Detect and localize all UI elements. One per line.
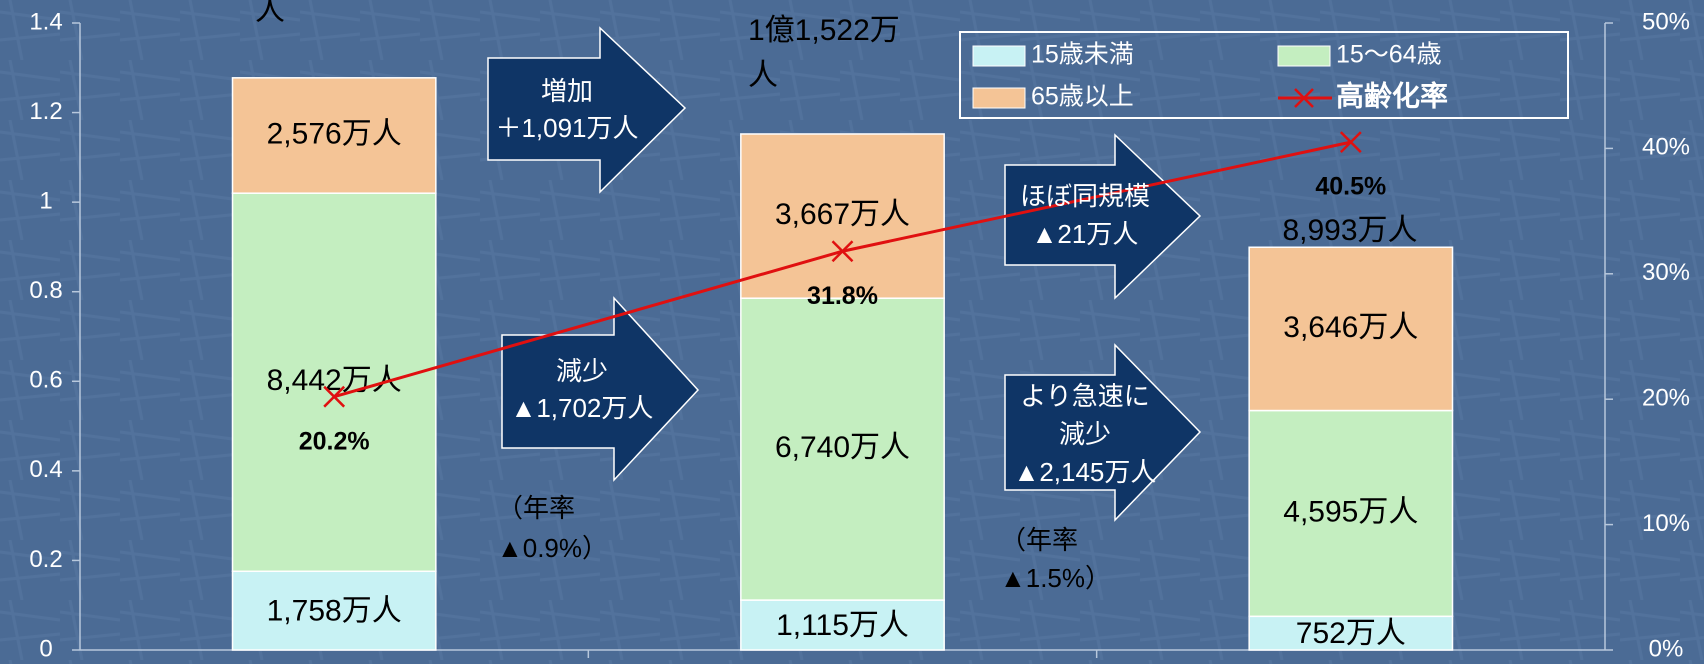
legend-label: 65歳以上: [1031, 83, 1134, 111]
rate-text: ▲0.9%）: [497, 533, 608, 563]
arrow-text: ▲1,702万人: [511, 393, 654, 423]
line-label: 40.5%: [1315, 173, 1386, 201]
y-tick-label: 1.2: [29, 98, 62, 125]
arrow-text: ほぼ同規模: [1020, 181, 1150, 211]
bar-segment: [231, 192, 437, 573]
y-tick-label: 1: [39, 187, 52, 214]
y2-tick-label: 0%: [1649, 635, 1684, 662]
bar-segment: [1248, 409, 1454, 618]
total-text: 1億1,522万: [748, 14, 900, 47]
data-label: 8,442万人: [267, 364, 402, 397]
y-tick-label: 0.6: [29, 367, 62, 394]
y2-tick-label: 10%: [1642, 510, 1690, 537]
marker: [1339, 131, 1362, 154]
rate-text: ▲1.5%）: [1000, 563, 1111, 593]
y2-tick-label: 40%: [1642, 134, 1690, 161]
y2-tick-label: 20%: [1642, 385, 1690, 412]
y-tick-label: 0.4: [29, 456, 62, 483]
data-label: 3,667万人: [775, 198, 910, 231]
legend-label: 15～64歳: [1336, 41, 1442, 69]
rate-text: （年率: [1000, 525, 1078, 555]
legend-label: 高齢化率: [1336, 79, 1448, 111]
marker: [323, 385, 346, 408]
arrow-text: より急速に: [1020, 381, 1149, 411]
total-text: 人: [255, 0, 285, 27]
data-label: 6,740万人: [775, 431, 910, 464]
data-label: 4,595万人: [1283, 495, 1418, 528]
line-label: 31.8%: [807, 282, 878, 310]
y-tick-label: 0.2: [29, 546, 62, 573]
data-label: 752万人: [1296, 617, 1406, 650]
legend-label: 15歳未満: [1031, 41, 1134, 69]
arrow-text: ▲2,145万人: [1014, 457, 1157, 487]
y-tick-label: 1.4: [29, 8, 62, 35]
bar-segment: [1248, 246, 1454, 412]
y2-tick-label: 30%: [1642, 259, 1690, 286]
total-text: 人: [748, 59, 778, 92]
data-label: 1,758万人: [267, 595, 402, 628]
legend-swatch: [972, 45, 1026, 67]
total-text: 8,993万人: [1282, 214, 1417, 247]
arrow-text: ＋1,091万人: [495, 113, 638, 143]
legend-swatch: [1277, 45, 1331, 67]
legend-box: [959, 31, 1569, 119]
y-tick-label: 0: [39, 635, 52, 662]
line-label: 20.2%: [299, 427, 370, 455]
arrow-text: ▲21万人: [1032, 219, 1139, 249]
rate-text: （年率: [497, 493, 575, 523]
arrow-text: 減少: [1059, 419, 1111, 449]
bar-segment: [740, 297, 945, 601]
y-tick-label: 0.8: [29, 277, 62, 304]
arrow: [501, 296, 700, 482]
arrow: [487, 26, 687, 194]
legend-marker: [1294, 88, 1314, 108]
bar-segment: [231, 77, 437, 194]
data-label: 3,646万人: [1283, 311, 1418, 344]
arrow-text: 減少: [556, 356, 608, 386]
arrow: [1004, 133, 1202, 300]
data-label: 1,115万人: [776, 609, 909, 642]
arrow: [1004, 343, 1202, 522]
arrow-text: 増加: [541, 76, 593, 106]
data-label: 2,576万人: [267, 117, 402, 150]
legend-swatch: [972, 87, 1026, 109]
marker: [831, 240, 854, 263]
arrows: [487, 26, 1202, 522]
y2-tick-label: 50%: [1642, 8, 1690, 35]
